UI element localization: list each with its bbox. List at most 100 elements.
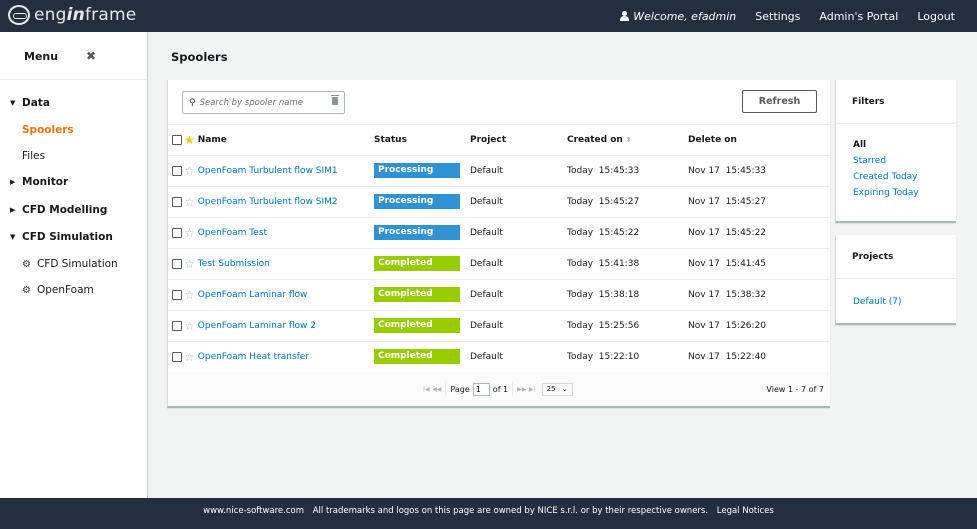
column-header-delete[interactable]: Delete on bbox=[688, 125, 830, 156]
created-cell: Today 15:38:18 bbox=[567, 279, 688, 311]
footer: www.nice-software.com All trademarks and… bbox=[0, 498, 977, 529]
star-icon[interactable]: ☆ bbox=[184, 256, 195, 271]
sidebar-group-monitor[interactable]: ▶ Monitor bbox=[10, 176, 69, 188]
project-cell: Default bbox=[470, 248, 567, 280]
projects-card: Projects Default (7) bbox=[835, 235, 956, 325]
created-cell: Today 15:45:22 bbox=[567, 217, 688, 249]
projects-title: Projects bbox=[836, 235, 956, 279]
filters-title: Filters bbox=[836, 80, 956, 124]
logout-link[interactable]: Logout bbox=[917, 9, 955, 23]
created-cell: Today 15:45:27 bbox=[567, 186, 688, 218]
sidebar-item-files[interactable]: Files bbox=[22, 150, 46, 162]
caret-right-icon: ▶ bbox=[10, 178, 16, 186]
spooler-name-link[interactable]: OpenFoam Laminar flow bbox=[197, 289, 308, 300]
star-icon[interactable]: ☆ bbox=[184, 318, 195, 333]
sidebar-item-cfd-simulation[interactable]: ⚙ CFD Simulation bbox=[22, 258, 118, 270]
table-row[interactable]: ☆ OpenFoam Laminar flow 2 Completed Default… bbox=[168, 310, 830, 342]
table-row[interactable]: ☆ Test Submission Completed Default Today 15… bbox=[168, 248, 830, 280]
star-icon[interactable]: ★ bbox=[184, 132, 195, 147]
caret-right-icon: ▶ bbox=[10, 206, 16, 214]
spoolers-table: ★ Name Status Project Created on ⬍ Delete … bbox=[168, 125, 830, 373]
close-icon[interactable]: ✖ bbox=[86, 49, 97, 63]
row-checkbox[interactable] bbox=[172, 196, 182, 207]
table-row[interactable]: ☆ OpenFoam Test Processing Default Today 15:… bbox=[168, 217, 830, 249]
pagination: |◀ ◀◀ Page of 1 ▶▶ ▶| 25⌄ View 1 - 7 of … bbox=[168, 372, 830, 406]
filter-created-today[interactable]: Created Today bbox=[853, 172, 918, 182]
delete-cell: Nov 17 15:26:20 bbox=[688, 310, 830, 342]
prev-page-icon[interactable]: ◀◀ bbox=[432, 385, 442, 393]
spooler-name-link[interactable]: OpenFoam Turbulent flow SIM2 bbox=[197, 196, 338, 207]
spooler-name-link[interactable]: Test Submission bbox=[197, 258, 270, 269]
delete-cell: Nov 17 15:41:45 bbox=[688, 248, 830, 280]
filter-all[interactable]: All bbox=[853, 140, 867, 150]
last-page-icon[interactable]: ▶| bbox=[528, 385, 536, 393]
settings-link[interactable]: Settings bbox=[755, 9, 801, 23]
project-default[interactable]: Default (7) bbox=[853, 297, 902, 307]
project-cell: Default bbox=[470, 155, 567, 187]
search-input[interactable] bbox=[199, 97, 325, 108]
sidebar-group-cfd-modelling[interactable]: ▶ CFD Modelling bbox=[10, 204, 108, 216]
admin-portal-link[interactable]: Admin's Portal bbox=[819, 9, 899, 23]
top-bar: enginframe Welcome, efadmin Settings Adm… bbox=[0, 0, 977, 32]
page-title: Spoolers bbox=[171, 50, 228, 64]
star-icon[interactable]: ☆ bbox=[184, 194, 195, 209]
column-header-created[interactable]: Created on ⬍ bbox=[567, 125, 688, 156]
spooler-name-link[interactable]: OpenFoam Heat transfer bbox=[197, 351, 310, 362]
status-badge: Processing bbox=[374, 225, 460, 240]
star-icon[interactable]: ☆ bbox=[184, 349, 195, 364]
filter-starred[interactable]: Starred bbox=[853, 156, 887, 166]
table-row[interactable]: ☆ OpenFoam Turbulent flow SIM2 Processing D… bbox=[168, 186, 830, 218]
caret-down-icon: ▼ bbox=[10, 99, 16, 107]
next-page-icon[interactable]: ▶▶ bbox=[517, 385, 527, 393]
footer-site-link[interactable]: www.nice-software.com bbox=[203, 506, 305, 516]
table-row[interactable]: ☆ OpenFoam Laminar flow Completed Default To… bbox=[168, 279, 830, 311]
column-header-name[interactable]: Name bbox=[197, 134, 227, 145]
star-icon[interactable]: ☆ bbox=[184, 163, 195, 178]
row-checkbox[interactable] bbox=[172, 258, 182, 269]
sort-icon: ⬍ bbox=[625, 135, 632, 144]
top-nav: Welcome, efadmin Settings Admin's Portal… bbox=[620, 0, 955, 32]
row-checkbox[interactable] bbox=[172, 351, 182, 362]
delete-cell: Nov 17 15:45:33 bbox=[688, 155, 830, 187]
spooler-name-link[interactable]: OpenFoam Test bbox=[197, 227, 268, 238]
welcome-user: Welcome, efadmin bbox=[620, 10, 736, 23]
created-cell: Today 15:41:38 bbox=[567, 248, 688, 280]
enginframe-logo[interactable]: enginframe bbox=[8, 5, 136, 25]
project-cell: Default bbox=[470, 279, 567, 311]
row-checkbox[interactable] bbox=[172, 165, 182, 176]
sidebar-group-data[interactable]: ▼ Data bbox=[10, 97, 50, 109]
star-icon[interactable]: ☆ bbox=[184, 225, 195, 240]
star-icon[interactable]: ☆ bbox=[184, 287, 195, 302]
spooler-name-link[interactable]: OpenFoam Laminar flow 2 bbox=[197, 320, 317, 331]
chevron-down-icon: ⌄ bbox=[561, 385, 568, 393]
sidebar-item-spoolers[interactable]: Spoolers bbox=[22, 124, 74, 136]
filters-card: Filters All Starred Created Today Expiri… bbox=[835, 80, 956, 223]
sidebar-group-cfd-simulation[interactable]: ▼ CFD Simulation bbox=[10, 231, 113, 243]
table-row[interactable]: ☆ OpenFoam Heat transfer Completed Default T… bbox=[168, 341, 830, 373]
row-checkbox[interactable] bbox=[172, 320, 182, 331]
filter-expiring-today[interactable]: Expiring Today bbox=[853, 188, 919, 198]
column-header-project[interactable]: Project bbox=[470, 125, 567, 156]
column-header-status[interactable]: Status bbox=[374, 125, 470, 156]
row-checkbox[interactable] bbox=[172, 227, 182, 238]
clear-trash-icon[interactable] bbox=[331, 95, 339, 105]
menu-title: Menu bbox=[24, 50, 59, 63]
row-checkbox[interactable] bbox=[172, 289, 182, 300]
refresh-button[interactable]: Refresh bbox=[742, 90, 817, 113]
status-badge: Completed bbox=[374, 318, 460, 333]
sidebar-item-openfoam[interactable]: ⚙ OpenFoam bbox=[22, 284, 94, 296]
table-row[interactable]: ☆ OpenFoam Turbulent flow SIM1 Processing D… bbox=[168, 155, 830, 187]
page-size-select[interactable]: 25 ⌄ bbox=[541, 382, 573, 396]
project-cell: Default bbox=[470, 186, 567, 218]
created-cell: Today 15:25:56 bbox=[567, 310, 688, 342]
legal-notices-link[interactable]: Legal Notices bbox=[716, 506, 774, 516]
status-badge: Completed bbox=[374, 287, 460, 302]
select-all-checkbox[interactable] bbox=[172, 134, 182, 145]
page-number-input[interactable] bbox=[472, 382, 490, 396]
caret-down-icon: ▼ bbox=[10, 233, 16, 241]
first-page-icon[interactable]: |◀ bbox=[423, 385, 430, 393]
delete-cell: Nov 17 15:45:27 bbox=[688, 186, 830, 218]
status-badge: Processing bbox=[374, 194, 460, 209]
created-cell: Today 15:45:33 bbox=[567, 155, 688, 187]
spooler-name-link[interactable]: OpenFoam Turbulent flow SIM1 bbox=[197, 165, 338, 176]
